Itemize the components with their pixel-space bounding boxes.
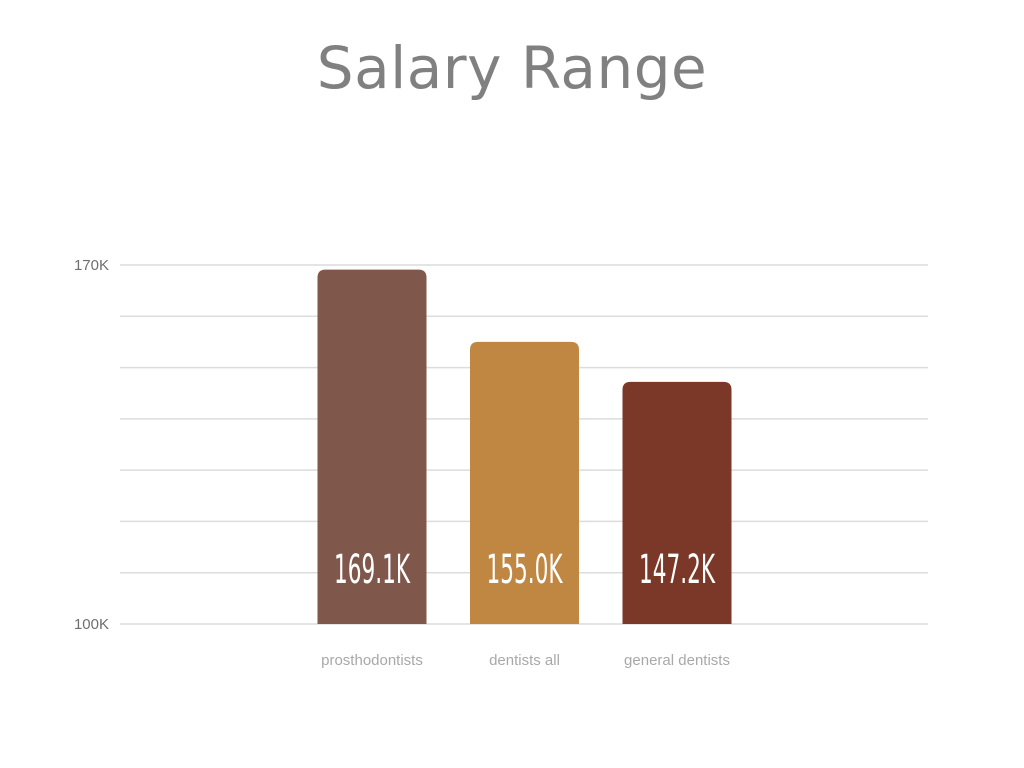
bar-general-dentists	[622, 381, 732, 624]
bar-prosthodontists	[317, 269, 427, 624]
bar-value-label: 147.2K	[639, 547, 716, 593]
x-tick-label: general dentists	[624, 652, 730, 669]
y-tick-label: 170K	[74, 257, 109, 274]
bar-value-label: 155.0K	[487, 547, 564, 593]
labels: 100K 170K 169.1K prosthodontists 155.0K denti…	[74, 257, 730, 669]
y-tick-label: 100K	[74, 616, 109, 633]
bars	[317, 269, 732, 624]
chart-title: Salary Range	[316, 34, 708, 102]
x-tick-label: dentists all	[489, 652, 560, 669]
bar-value-label: 169.1K	[334, 547, 411, 593]
bar-dentists-all	[470, 341, 579, 624]
x-tick-label: prosthodontists	[321, 652, 423, 669]
